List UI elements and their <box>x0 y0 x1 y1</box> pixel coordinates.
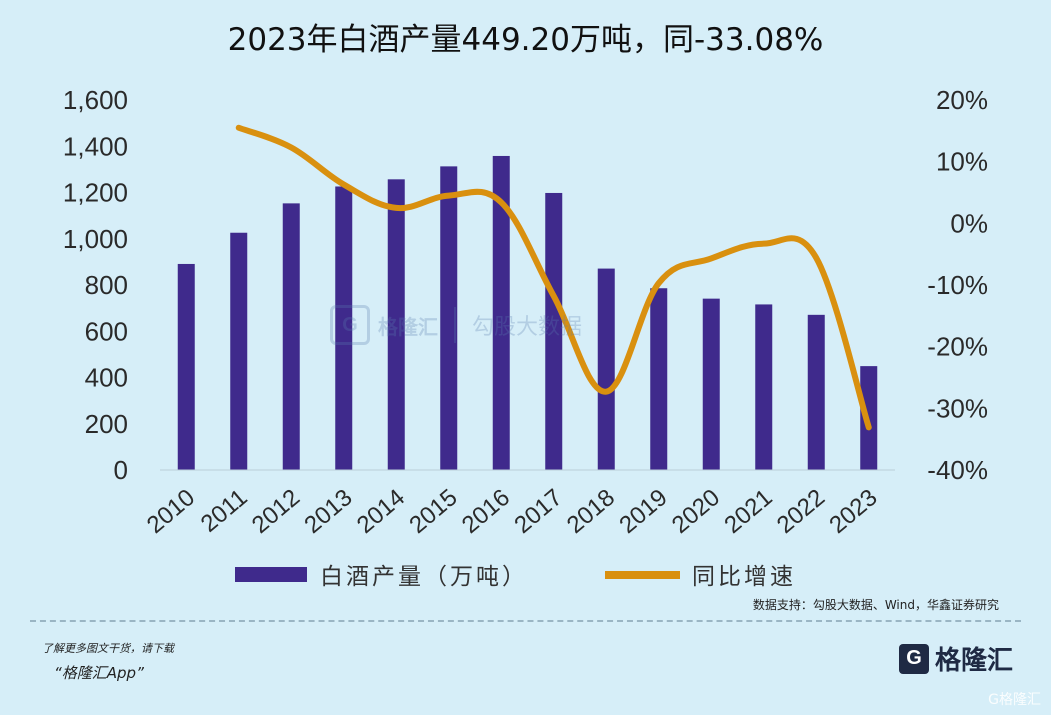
watermark: G 格隆汇 勾股大数据 <box>330 305 582 345</box>
x-tick-label: 2018 <box>562 484 620 539</box>
growth-line <box>235 124 872 431</box>
left-tick-label: 1,400 <box>63 131 128 161</box>
x-tick-label: 2013 <box>299 484 357 539</box>
x-tick-label: 2021 <box>719 484 777 539</box>
x-tick-label: 2015 <box>404 484 462 539</box>
bar-2017 <box>545 192 563 470</box>
left-tick-label: 0 <box>114 455 128 485</box>
x-tick-label: 2012 <box>247 484 305 539</box>
bar-2013 <box>335 186 353 471</box>
x-tick-label: 2016 <box>457 484 515 539</box>
brand: G 格隆汇 <box>898 640 1013 677</box>
left-tick-label: 1,000 <box>63 224 128 254</box>
line-series <box>235 124 872 431</box>
watermark-divider <box>454 307 456 343</box>
bar-2021 <box>755 304 773 470</box>
legend-label-bar: 白酒产量（万吨） <box>320 564 528 590</box>
legend-swatch-bar <box>235 567 307 582</box>
right-tick-label: 20% <box>936 85 988 115</box>
legend: 白酒产量（万吨） 同比增速 <box>235 564 796 590</box>
right-tick-label: -10% <box>927 270 988 300</box>
watermark-sub: 勾股大数据 <box>472 315 583 340</box>
promo-line-1: 了解更多图文干货，请下载 <box>42 642 174 655</box>
x-axis: 2010201120122013201420152016201720182019… <box>142 484 883 539</box>
x-tick-label: 2010 <box>142 484 200 539</box>
x-tick-label: 2014 <box>352 484 410 539</box>
left-axis: 0 200 400 600 800 1,000 1,200 1,400 1,600 <box>63 85 128 485</box>
source-note: 数据支持：勾股大数据、Wind，华鑫证券研究 <box>752 598 999 612</box>
right-tick-label: -30% <box>927 393 988 423</box>
left-tick-label: 200 <box>85 409 128 439</box>
brand-logo-icon: G <box>898 643 929 674</box>
left-tick-label: 800 <box>85 270 128 300</box>
bar-2022 <box>807 314 825 470</box>
right-tick-label: 0% <box>950 208 988 238</box>
chart-title: 2023年白酒产量449.20万吨，同-33.08% <box>227 22 824 58</box>
promo-line-2: “格隆汇App” <box>54 664 144 682</box>
right-tick-label: -40% <box>927 455 988 485</box>
x-tick-label: 2023 <box>824 484 882 539</box>
left-tick-label: 1,200 <box>63 178 128 208</box>
bar-2014 <box>387 179 405 470</box>
bar-2019 <box>650 288 668 470</box>
x-tick-label: 2022 <box>772 484 830 539</box>
x-tick-label: 2011 <box>196 484 253 538</box>
left-tick-label: 600 <box>85 316 128 346</box>
bar-2016 <box>492 155 510 470</box>
x-tick-label: 2017 <box>509 484 567 539</box>
bar-2012 <box>282 203 300 470</box>
brand-name: 格隆汇 <box>934 646 1013 676</box>
left-tick-label: 400 <box>85 363 128 393</box>
bar-2018 <box>597 268 615 470</box>
bar-2020 <box>702 298 720 470</box>
bar-2015 <box>440 166 458 470</box>
x-tick-label: 2020 <box>667 484 725 539</box>
right-axis: -40% -30% -20% -10% 0% 10% 20% <box>927 85 988 485</box>
right-tick-label: 10% <box>936 147 988 177</box>
x-tick-label: 2019 <box>614 484 672 539</box>
watermark-name: 格隆汇 <box>378 314 438 339</box>
bar-2011 <box>230 232 248 470</box>
footer-divider <box>30 620 1021 622</box>
left-tick-label: 1,600 <box>63 85 128 115</box>
legend-label-line: 同比增速 <box>692 564 796 590</box>
bar-series <box>160 155 895 471</box>
bar-2010 <box>177 263 195 470</box>
watermark-logo-icon: G <box>330 305 370 345</box>
right-tick-label: -20% <box>927 332 988 362</box>
corner-watermark: G格隆汇 <box>988 692 1041 708</box>
